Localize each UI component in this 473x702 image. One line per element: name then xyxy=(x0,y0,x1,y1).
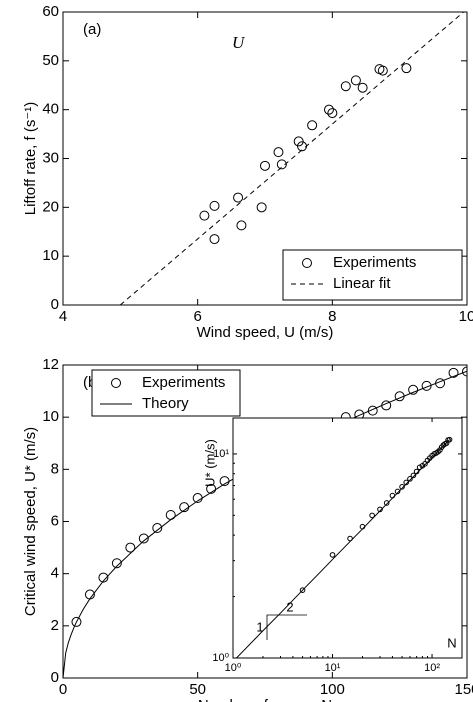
y-tick-label: 30 xyxy=(42,149,59,166)
y-axis-label: Liftoff rate, f (s⁻¹) xyxy=(22,102,39,216)
data-point xyxy=(462,366,467,377)
data-point xyxy=(401,63,412,74)
y-axis-label: U* (m/s) xyxy=(202,439,217,487)
data-point xyxy=(367,405,378,416)
x-tick-label: 10² xyxy=(424,662,440,674)
y-tick-label: 20 xyxy=(42,198,59,215)
data-point xyxy=(199,210,210,221)
data-point xyxy=(394,488,401,495)
data-point xyxy=(138,533,149,544)
axes-frame xyxy=(62,364,468,679)
data-point xyxy=(256,202,267,213)
y-tick-label: 10 xyxy=(42,408,59,425)
x-tick-label: 150 xyxy=(454,681,473,698)
data-point xyxy=(323,104,334,115)
data-point xyxy=(293,136,304,147)
data-point xyxy=(236,220,247,231)
data-point xyxy=(377,506,383,513)
axes-frame xyxy=(232,417,463,659)
legend-label: Linear fit xyxy=(333,275,391,292)
data-point xyxy=(307,120,318,131)
y-tick-label: 0 xyxy=(51,296,59,313)
y-axis-label: Critical wind speed, U* (m/s) xyxy=(22,427,39,616)
y-tick-label: 8 xyxy=(51,460,59,477)
y-tick-label: 10 xyxy=(42,247,59,264)
y-tick-label: 0 xyxy=(51,669,59,686)
data-point xyxy=(350,75,361,86)
data-point xyxy=(152,523,163,534)
data-point xyxy=(403,479,410,486)
data-point xyxy=(299,587,306,593)
series-line xyxy=(235,439,450,658)
y-tick-label: 60 xyxy=(42,3,59,20)
data-point xyxy=(407,476,413,482)
x-tick-label: 6 xyxy=(193,308,201,325)
legend-box xyxy=(91,369,241,417)
legend-label: Theory xyxy=(142,395,189,412)
y-tick-label: 50 xyxy=(42,52,59,69)
data-point xyxy=(233,192,244,203)
data-point xyxy=(369,512,375,519)
axes-frame xyxy=(62,11,468,306)
series-line xyxy=(63,370,467,678)
y-tick-label: 2 xyxy=(51,617,59,634)
x-tick-label: 8 xyxy=(328,308,336,325)
y-tick-label: 10⁰ xyxy=(212,652,229,664)
x-tick-label: 10 xyxy=(459,308,473,325)
data-point xyxy=(357,82,368,93)
x-tick-label: 4 xyxy=(59,308,67,325)
data-point xyxy=(327,108,338,119)
x-axis-label: N xyxy=(447,635,456,650)
data-point xyxy=(209,200,220,211)
y-tick-label: 40 xyxy=(42,101,59,118)
data-point xyxy=(111,558,122,569)
data-point xyxy=(448,367,459,378)
x-tick-label: 10¹ xyxy=(325,662,341,674)
data-point xyxy=(408,384,419,395)
legend-label: Experiments xyxy=(142,374,225,391)
data-point xyxy=(399,484,405,490)
data-point xyxy=(340,81,351,92)
data-point xyxy=(98,572,109,583)
x-axis-label: Number of pages, N xyxy=(198,697,332,702)
x-tick-label: 0 xyxy=(59,681,67,698)
data-point xyxy=(410,472,417,479)
y-tick-label: 12 xyxy=(42,356,59,373)
data-point xyxy=(273,147,284,158)
data-point xyxy=(260,160,270,171)
data-point xyxy=(206,483,217,494)
y-tick-label: 6 xyxy=(51,512,59,529)
y-tick-label: 10¹ xyxy=(213,448,229,460)
legend-box xyxy=(282,249,463,301)
legend-label: Experiments xyxy=(333,254,416,271)
data-point xyxy=(383,500,390,506)
x-tick-label: 50 xyxy=(189,681,206,698)
x-tick-label: 10⁰ xyxy=(225,662,242,674)
legend-swatch xyxy=(111,378,121,388)
data-point xyxy=(443,440,450,446)
panel-label: (a) xyxy=(83,21,101,38)
y-tick-label: 4 xyxy=(51,565,59,582)
data-point xyxy=(421,380,432,391)
series-line xyxy=(119,12,464,305)
data-point xyxy=(446,436,453,443)
slope-triangle xyxy=(266,614,307,640)
x-tick-label: 100 xyxy=(320,681,345,698)
data-point xyxy=(377,65,388,76)
data-point xyxy=(71,616,82,627)
data-point xyxy=(209,234,220,245)
data-point xyxy=(276,159,287,170)
slope-label: 1 xyxy=(256,619,263,634)
x-axis-label: Wind speed, U (m/s) xyxy=(197,324,334,341)
flow-label: U xyxy=(232,33,246,52)
data-point xyxy=(125,542,136,553)
data-point xyxy=(329,552,336,558)
slope-label: 2 xyxy=(286,599,293,614)
plot-marks xyxy=(119,12,464,305)
plot-marks xyxy=(235,436,453,658)
legend-swatch xyxy=(302,258,312,268)
